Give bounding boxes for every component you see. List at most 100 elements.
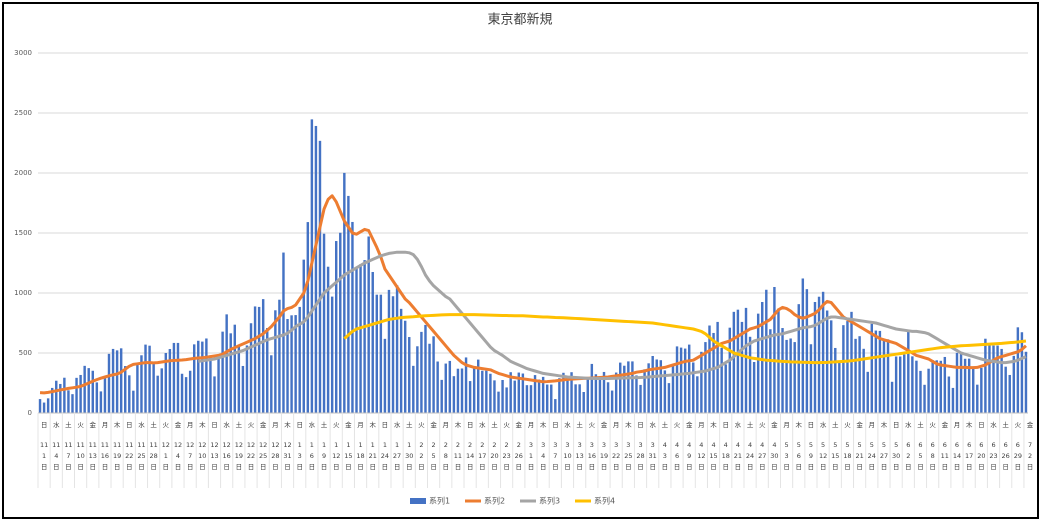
bar — [529, 385, 533, 413]
x-tick-label: 土 — [662, 420, 669, 429]
x-tick-label: 4 — [748, 441, 752, 449]
x-tick-label: 木 — [796, 420, 803, 429]
bar — [817, 296, 821, 413]
x-tick-label: 日 — [710, 463, 717, 471]
x-tick-label: 土 — [1002, 420, 1009, 429]
bar — [537, 379, 541, 413]
x-tick-label: 12 — [271, 441, 279, 449]
x-tick-label: 1 — [334, 441, 338, 449]
bar — [481, 370, 484, 413]
x-tick-label: 14 — [466, 452, 474, 460]
x-tick-label: 火 — [674, 421, 681, 429]
bar — [489, 373, 492, 413]
x-tick-label: 日 — [905, 463, 912, 471]
x-tick-label: 日 — [41, 421, 48, 429]
x-tick-label: 4 — [54, 452, 58, 460]
bar — [870, 323, 874, 413]
x-tick-label: 日 — [625, 463, 632, 471]
x-tick-label: 日 — [978, 463, 985, 471]
x-tick-label: 28 — [636, 452, 644, 460]
bar — [805, 289, 809, 413]
x-tick-label: 金 — [430, 420, 437, 429]
x-tick-label: 木 — [114, 420, 121, 429]
x-tick-label: 日 — [881, 463, 888, 471]
bar — [412, 365, 415, 413]
x-tick-label: 日 — [114, 463, 121, 471]
x-tick-label: 4 — [724, 441, 728, 449]
x-tick-label: 1 — [298, 441, 302, 449]
x-tick-label: 18 — [843, 452, 851, 460]
x-tick-label: 日 — [722, 421, 729, 429]
x-tick-label: 11 — [101, 441, 109, 449]
bar — [545, 384, 549, 413]
x-tick-label: 5 — [821, 441, 825, 449]
bar — [724, 364, 727, 413]
bar — [1012, 355, 1016, 413]
bar — [671, 365, 675, 413]
legend-swatch — [410, 498, 426, 504]
x-tick-label: 金 — [686, 420, 693, 429]
bar — [907, 331, 910, 413]
x-tick-label: 日 — [674, 463, 681, 471]
x-tick-label: 日 — [662, 463, 669, 471]
bar — [46, 398, 50, 413]
x-tick-label: 5 — [432, 452, 436, 460]
x-tick-label: 日 — [856, 463, 863, 471]
bar — [408, 337, 411, 413]
bar — [444, 363, 447, 413]
x-tick-label: 日 — [966, 463, 973, 471]
bar — [590, 363, 594, 413]
bar — [144, 344, 147, 413]
x-tick-label: 土 — [321, 420, 328, 429]
bar — [38, 399, 42, 413]
x-tick-label: 5 — [785, 441, 789, 449]
x-tick-label: 11 — [40, 441, 48, 449]
bar — [570, 372, 573, 413]
x-tick-label: 2 — [1028, 452, 1032, 460]
chart-title: 東京都新規 — [487, 12, 552, 28]
x-tick-label: 木 — [540, 420, 547, 429]
bar — [424, 324, 427, 413]
bar — [42, 402, 46, 413]
x-tick-label: 水 — [53, 420, 60, 429]
bar — [935, 360, 938, 413]
bar — [996, 345, 999, 413]
x-tick-label: 金 — [90, 420, 97, 429]
bar — [821, 291, 825, 413]
x-tick-label: 23 — [989, 452, 997, 460]
bar — [898, 356, 902, 413]
x-tick-label: 25 — [259, 452, 267, 460]
x-tick-label: 4 — [736, 441, 740, 449]
bar — [233, 324, 236, 413]
x-tick-label: 日 — [503, 463, 510, 471]
x-tick-label: 18 — [356, 452, 364, 460]
x-tick-label: 24 — [746, 452, 754, 460]
x-tick-label: 日 — [576, 463, 583, 471]
x-tick-label: 28 — [149, 452, 157, 460]
bar — [911, 356, 914, 413]
bar — [976, 384, 979, 413]
x-tick-label: 日 — [808, 421, 815, 429]
x-tick-label: 1 — [383, 441, 387, 449]
x-tick-label: 月 — [528, 421, 535, 429]
x-tick-label: 日 — [382, 421, 389, 429]
bar — [988, 344, 991, 413]
legend-label: 系列1 — [429, 496, 450, 506]
bar — [387, 289, 391, 413]
bar — [809, 344, 813, 413]
bar — [562, 372, 565, 413]
bar — [115, 350, 119, 413]
x-tick-label: 1 — [358, 441, 362, 449]
bar — [927, 368, 930, 413]
x-tick-label: 日 — [516, 463, 523, 471]
x-tick-label: 11 — [137, 441, 145, 449]
x-tick-label: 水 — [649, 420, 656, 429]
bar — [217, 357, 220, 413]
x-tick-label: 日 — [345, 463, 352, 471]
x-tick-label: 19 — [113, 452, 121, 460]
bar — [160, 368, 163, 413]
x-tick-label: 15 — [709, 452, 717, 460]
bar — [667, 383, 671, 413]
x-tick-label: 12 — [697, 452, 705, 460]
x-tick-label: 金 — [601, 420, 608, 429]
